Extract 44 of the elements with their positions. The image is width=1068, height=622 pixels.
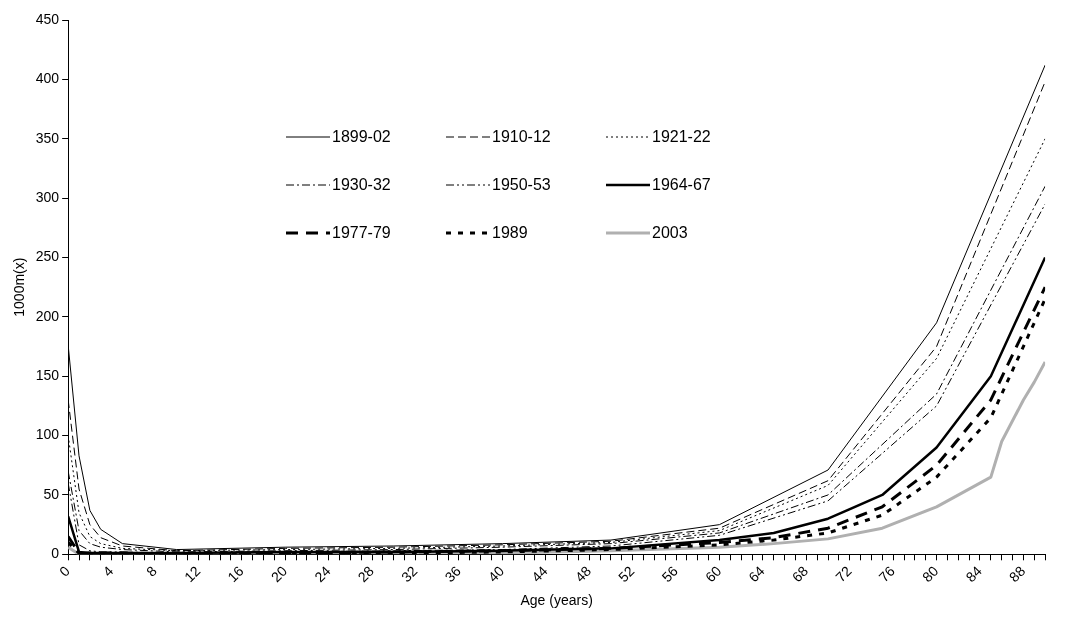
x-tick-label: 12 xyxy=(180,562,204,586)
x-tick-label: 60 xyxy=(701,562,725,586)
x-tick-label: 64 xyxy=(745,562,768,586)
y-tick-label: 50 xyxy=(43,485,60,502)
x-tick-label: 4 xyxy=(99,562,117,580)
x-tick-label: 44 xyxy=(528,562,551,586)
x-tick-label: 28 xyxy=(354,562,378,586)
legend-label: 1989 xyxy=(492,224,528,242)
x-tick-label: 16 xyxy=(224,562,247,586)
y-tick-label: 100 xyxy=(35,426,60,443)
y-tick-label: 400 xyxy=(35,70,60,87)
y-tick-label: 300 xyxy=(35,188,60,205)
x-tick-label: 36 xyxy=(441,562,464,586)
x-axis-title: Age (years) xyxy=(520,592,593,609)
x-tick-label: 68 xyxy=(788,562,812,586)
y-tick-label: 250 xyxy=(35,248,60,265)
x-tick-label: 84 xyxy=(962,562,985,586)
y-tick-label: 350 xyxy=(35,129,60,146)
x-tick-label: 56 xyxy=(658,562,682,586)
legend-label: 2003 xyxy=(652,224,688,242)
x-tick-label: 88 xyxy=(1005,562,1029,586)
x-tick-label: 52 xyxy=(615,562,638,586)
legend-label: 1964-67 xyxy=(652,176,711,194)
x-tick-label: 48 xyxy=(571,562,595,586)
legend-label: 1930-32 xyxy=(332,176,391,194)
y-axis-title: 1000m(x) xyxy=(11,257,28,317)
legend-label: 1950-53 xyxy=(492,176,551,194)
y-tick-label: 450 xyxy=(35,10,60,27)
y-tick-label: 150 xyxy=(35,367,60,384)
x-tick-label: 8 xyxy=(143,562,160,580)
x-tick-label: 40 xyxy=(484,562,508,586)
legend-label: 1899-02 xyxy=(332,128,391,146)
y-tick-label: 0 xyxy=(51,545,60,562)
y-tick-label: 200 xyxy=(35,307,60,324)
legend-label: 1910-12 xyxy=(492,128,551,146)
legend-label: 1921-22 xyxy=(652,128,711,146)
x-tick-label: 24 xyxy=(311,562,334,586)
x-tick-label: 76 xyxy=(875,562,899,586)
legend-label: 1977-79 xyxy=(332,224,391,242)
x-tick-label: 72 xyxy=(832,562,855,586)
x-tick-label: 32 xyxy=(398,562,421,586)
x-tick-label: 80 xyxy=(919,562,942,586)
x-tick-label: 20 xyxy=(267,562,291,586)
x-tick-label: 0 xyxy=(56,562,74,580)
